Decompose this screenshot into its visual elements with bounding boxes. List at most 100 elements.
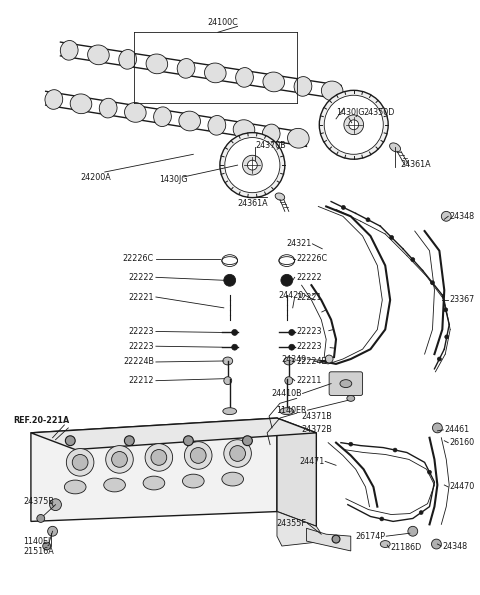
Circle shape [445,335,449,339]
Text: 24470: 24470 [449,483,474,491]
Text: 24348: 24348 [442,541,468,550]
Circle shape [366,218,370,222]
Circle shape [419,511,423,515]
Circle shape [242,155,262,175]
Circle shape [37,515,45,522]
Circle shape [191,447,206,464]
Text: 24321: 24321 [286,239,312,248]
Circle shape [349,120,359,130]
Circle shape [184,441,212,469]
Circle shape [285,377,293,384]
Text: 24349: 24349 [281,355,307,364]
Text: 26174P: 26174P [355,532,385,541]
Text: 22212: 22212 [129,376,154,385]
Text: 24370B: 24370B [255,141,286,150]
Text: 22224B: 22224B [297,358,328,367]
Circle shape [341,205,346,209]
Text: 24461: 24461 [444,425,469,434]
Ellipse shape [99,98,117,118]
Text: 1140EJ: 1140EJ [23,537,50,546]
Text: 21186D: 21186D [390,543,421,553]
Circle shape [242,436,252,446]
Text: 24348: 24348 [449,212,474,221]
Circle shape [66,449,94,476]
Text: 22226C: 22226C [123,254,154,263]
Ellipse shape [322,81,343,101]
Circle shape [444,308,448,312]
Text: 24471: 24471 [299,457,324,466]
Ellipse shape [204,63,226,83]
Text: 22221: 22221 [129,293,154,302]
Text: 22222: 22222 [297,273,322,282]
Circle shape [441,211,451,221]
Ellipse shape [288,129,309,148]
Ellipse shape [182,474,204,488]
Circle shape [344,115,363,134]
Circle shape [248,160,257,170]
Circle shape [432,539,441,549]
Circle shape [289,330,295,336]
Text: 22223: 22223 [129,342,154,350]
Circle shape [151,450,167,465]
Circle shape [72,455,88,470]
Circle shape [220,133,285,198]
Circle shape [106,446,133,473]
Circle shape [325,355,333,363]
Circle shape [49,499,61,511]
Ellipse shape [380,541,390,547]
Text: 24371B: 24371B [301,412,332,421]
Ellipse shape [177,58,195,78]
Ellipse shape [262,124,280,144]
Text: 24355F: 24355F [276,519,307,528]
Circle shape [289,345,295,350]
Ellipse shape [154,107,171,127]
Text: 24420: 24420 [278,290,303,299]
Circle shape [65,436,75,446]
Text: 1430JG: 1430JG [159,176,187,184]
Text: 22223: 22223 [297,342,322,350]
Circle shape [437,357,441,361]
Circle shape [428,470,432,474]
FancyBboxPatch shape [329,372,362,396]
Ellipse shape [236,68,253,87]
Circle shape [232,330,238,336]
Circle shape [408,527,418,536]
Ellipse shape [146,54,168,74]
Text: 23367: 23367 [449,296,474,305]
Text: 1430JG: 1430JG [336,108,364,117]
Ellipse shape [347,396,355,402]
Ellipse shape [263,72,285,92]
Text: 24361A: 24361A [237,199,268,208]
Circle shape [432,423,442,433]
Text: 24350D: 24350D [363,108,395,117]
Circle shape [324,95,383,154]
Text: 24410B: 24410B [271,389,301,398]
Text: 24100C: 24100C [207,18,238,27]
Circle shape [431,281,434,284]
Text: 24200A: 24200A [80,173,111,183]
Ellipse shape [222,472,243,486]
Ellipse shape [64,480,86,494]
Circle shape [224,440,252,467]
Text: 21516A: 21516A [23,547,54,556]
Circle shape [232,345,238,350]
Text: 26160: 26160 [449,438,474,447]
Ellipse shape [60,40,78,60]
Circle shape [390,236,394,239]
Polygon shape [31,418,316,450]
Circle shape [124,436,134,446]
Polygon shape [277,418,316,527]
Ellipse shape [104,478,125,492]
Ellipse shape [340,380,352,387]
Circle shape [230,446,245,461]
Text: 22221: 22221 [297,293,322,302]
Text: 22223: 22223 [129,327,154,336]
Circle shape [48,527,58,536]
Ellipse shape [208,115,226,135]
Circle shape [225,137,280,193]
Ellipse shape [70,94,92,114]
Text: REF.20-221A: REF.20-221A [13,415,70,425]
Ellipse shape [223,357,233,365]
Ellipse shape [275,193,285,201]
Polygon shape [31,418,277,521]
